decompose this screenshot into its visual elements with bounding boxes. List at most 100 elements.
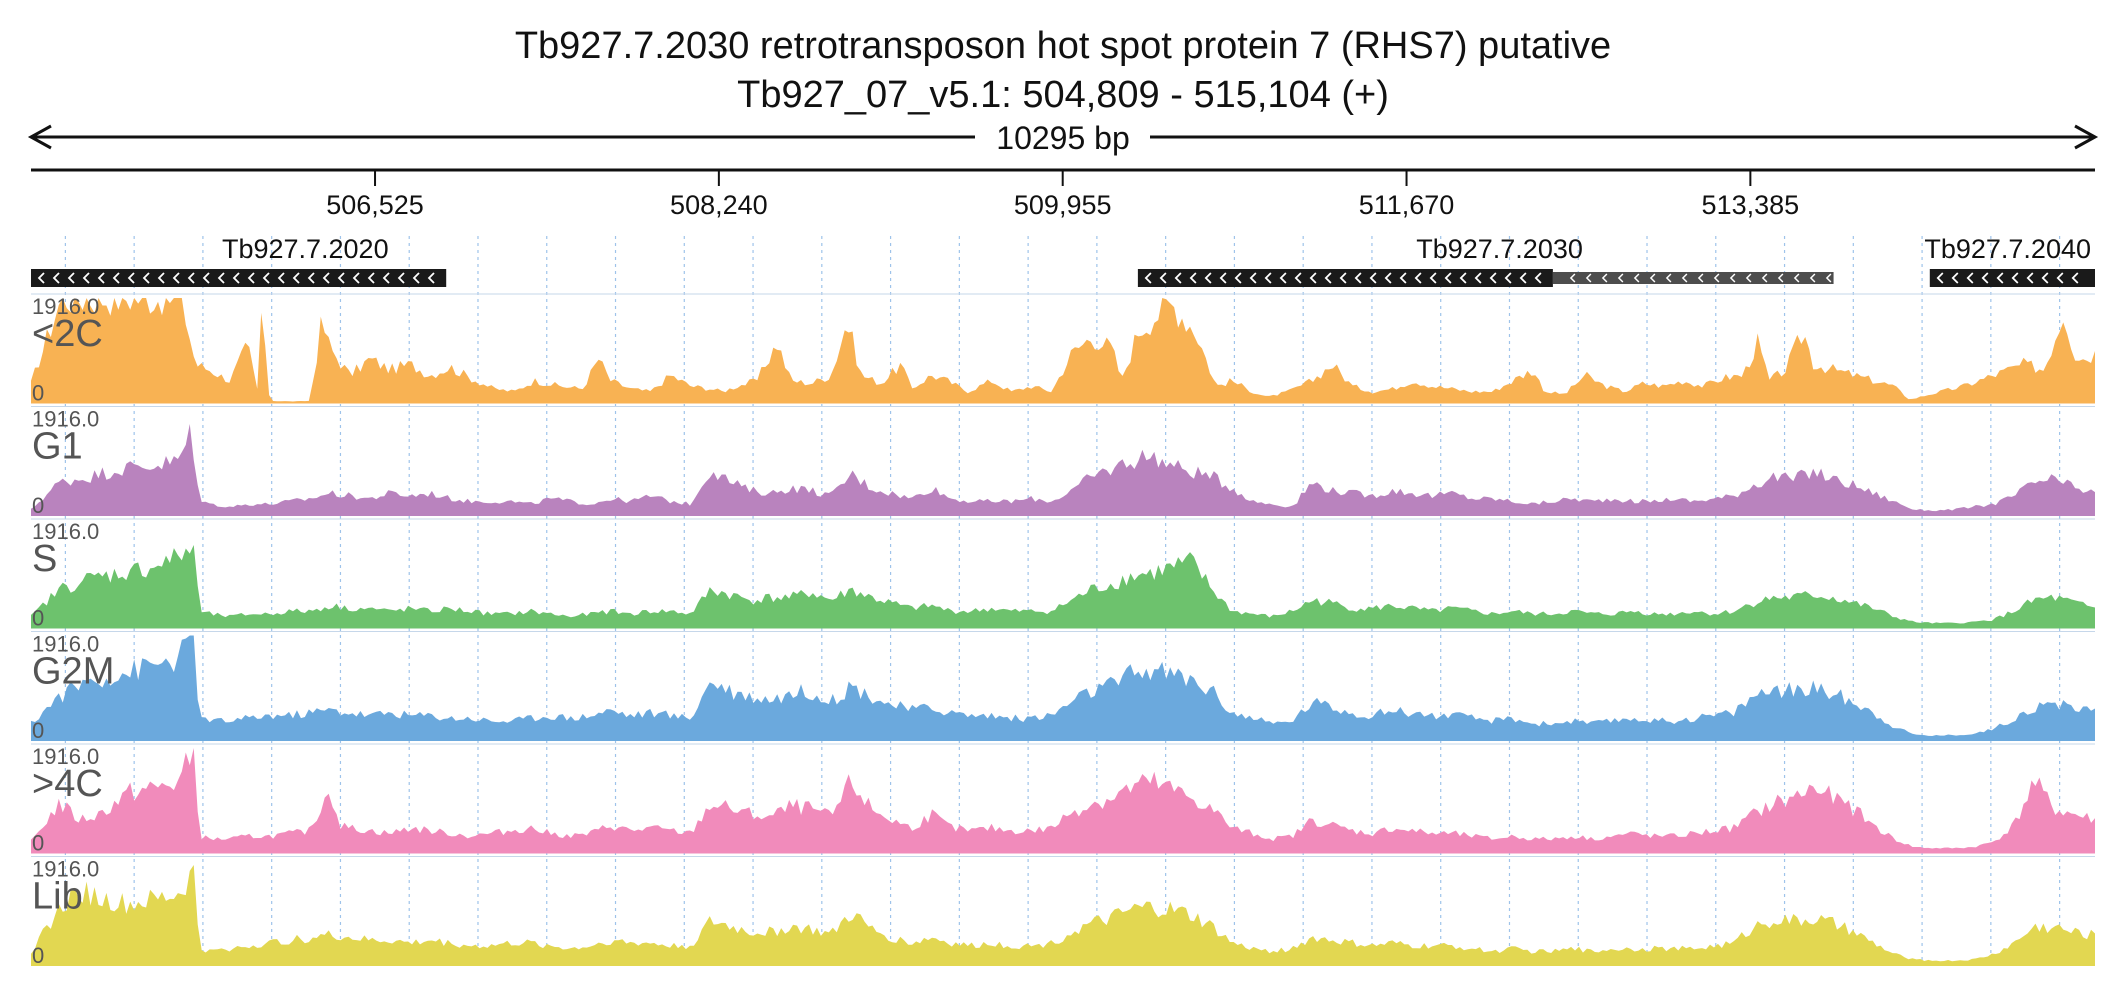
strand-chevron bbox=[1601, 273, 1608, 283]
strand-chevron bbox=[1444, 272, 1452, 284]
track-name-label: >4C bbox=[32, 763, 103, 805]
strand-chevron bbox=[157, 272, 165, 284]
strand-chevron bbox=[1144, 272, 1152, 284]
strand-chevron bbox=[1399, 272, 1407, 284]
gene-label: Tb927.7.2040 bbox=[1924, 234, 2091, 264]
axis-tick-label: 508,240 bbox=[670, 190, 768, 220]
strand-chevron bbox=[52, 272, 60, 284]
strand-chevron bbox=[217, 272, 225, 284]
track-ymax-label: 1916.0 bbox=[32, 744, 99, 769]
strand-chevron bbox=[1234, 272, 1242, 284]
strand-chevron bbox=[1429, 272, 1437, 284]
strand-chevron bbox=[337, 272, 345, 284]
track: 1916.0 0 >4C bbox=[31, 743, 2095, 856]
strand-chevron bbox=[2011, 272, 2019, 284]
track-name-label: S bbox=[32, 538, 57, 580]
strand-chevron bbox=[187, 272, 195, 284]
strand-chevron bbox=[1665, 273, 1672, 283]
strand-chevron bbox=[427, 272, 435, 284]
strand-chevron bbox=[1294, 272, 1302, 284]
gene: Tb927.7.2040 bbox=[1924, 234, 2095, 287]
coverage-area bbox=[31, 544, 2095, 628]
strand-chevron bbox=[232, 272, 240, 284]
gene-label: Tb927.7.2030 bbox=[1416, 234, 1583, 264]
strand-chevron bbox=[1459, 272, 1467, 284]
span-arrowhead-right bbox=[2074, 124, 2099, 150]
strand-chevron bbox=[1474, 272, 1482, 284]
strand-chevron bbox=[307, 272, 315, 284]
track-ymin-label: 0 bbox=[32, 493, 44, 518]
track: 1916.0 0 Lib bbox=[31, 856, 2095, 968]
strand-chevron bbox=[322, 272, 330, 284]
track-name-label: G2M bbox=[32, 651, 114, 693]
strand-chevron bbox=[1369, 272, 1377, 284]
track-ymin-label: 0 bbox=[32, 718, 44, 743]
strand-chevron bbox=[397, 272, 405, 284]
strand-chevron bbox=[1204, 272, 1212, 284]
strand-chevron bbox=[1174, 272, 1182, 284]
track-name-label: <2C bbox=[32, 313, 103, 355]
strand-chevron bbox=[1996, 272, 2004, 284]
strand-chevron bbox=[292, 272, 300, 284]
strand-chevron bbox=[367, 272, 375, 284]
strand-chevron bbox=[1324, 272, 1332, 284]
strand-chevron bbox=[1264, 272, 1272, 284]
strand-chevron bbox=[1825, 273, 1832, 283]
strand-chevron bbox=[247, 272, 255, 284]
track-ymax-label: 1916.0 bbox=[32, 857, 99, 882]
strand-chevron bbox=[1504, 272, 1512, 284]
span-length-label: 10295 bp bbox=[996, 120, 1129, 156]
gene-label: Tb927.7.2020 bbox=[222, 234, 389, 264]
chart-subtitle: Tb927_07_v5.1: 504,809 - 515,104 (+) bbox=[737, 74, 1389, 116]
track-ymin-label: 0 bbox=[32, 606, 44, 631]
strand-chevron bbox=[1354, 272, 1362, 284]
gene-utr bbox=[1552, 272, 1834, 284]
strand-chevron bbox=[142, 272, 150, 284]
x-axis: 506,525 508,240 509,955 511,670 513,385 bbox=[31, 168, 2095, 220]
span-arrowhead-left bbox=[27, 124, 52, 150]
strand-chevron bbox=[1745, 273, 1752, 283]
strand-chevron bbox=[1633, 273, 1640, 283]
strand-chevron bbox=[1936, 272, 1944, 284]
strand-chevron bbox=[172, 272, 180, 284]
track: 1916.0 0 G2M bbox=[31, 631, 2095, 743]
axis-tick-label: 511,670 bbox=[1359, 190, 1455, 220]
strand-chevron bbox=[127, 272, 135, 284]
gene-track: Tb927.7.2020 Tb927.7.2030 Tb927.7.2040 bbox=[31, 234, 2095, 287]
strand-chevron bbox=[67, 272, 75, 284]
axis-tick-label: 509,955 bbox=[1014, 190, 1112, 220]
strand-chevron bbox=[1159, 272, 1167, 284]
track-name-label: Lib bbox=[32, 876, 83, 918]
coverage-area bbox=[31, 748, 2095, 853]
track-ymax-label: 1916.0 bbox=[32, 294, 99, 319]
strand-chevron bbox=[1534, 272, 1542, 284]
strand-chevron bbox=[202, 272, 210, 284]
track: 1916.0 0 S bbox=[31, 518, 2095, 631]
strand-chevron bbox=[1966, 272, 1974, 284]
strand-chevron bbox=[1713, 273, 1720, 283]
strand-chevron bbox=[2041, 272, 2049, 284]
strand-chevron bbox=[1489, 272, 1497, 284]
strand-chevron bbox=[112, 272, 120, 284]
chart-title: Tb927.7.2030 retrotransposon hot spot pr… bbox=[515, 25, 1611, 67]
track-ymax-label: 1916.0 bbox=[32, 407, 99, 432]
strand-chevron bbox=[1414, 272, 1422, 284]
strand-chevron bbox=[1729, 273, 1736, 283]
strand-chevron bbox=[277, 272, 285, 284]
track: 1916.0 0 <2C bbox=[31, 293, 2095, 406]
strand-chevron bbox=[2071, 272, 2079, 284]
track-ymax-label: 1916.0 bbox=[32, 519, 99, 544]
strand-chevron bbox=[262, 272, 270, 284]
strand-chevron bbox=[1761, 273, 1768, 283]
strand-chevron bbox=[1569, 273, 1576, 283]
track-ymin-label: 0 bbox=[32, 943, 44, 968]
strand-chevron bbox=[97, 272, 105, 284]
span-arrow: 10295 bp bbox=[27, 120, 2099, 156]
strand-chevron bbox=[37, 272, 45, 284]
strand-chevron bbox=[1249, 272, 1257, 284]
track-ymin-label: 0 bbox=[32, 381, 44, 406]
coverage-area bbox=[31, 298, 2095, 403]
track-ymin-label: 0 bbox=[32, 831, 44, 856]
coverage-area bbox=[31, 635, 2095, 740]
